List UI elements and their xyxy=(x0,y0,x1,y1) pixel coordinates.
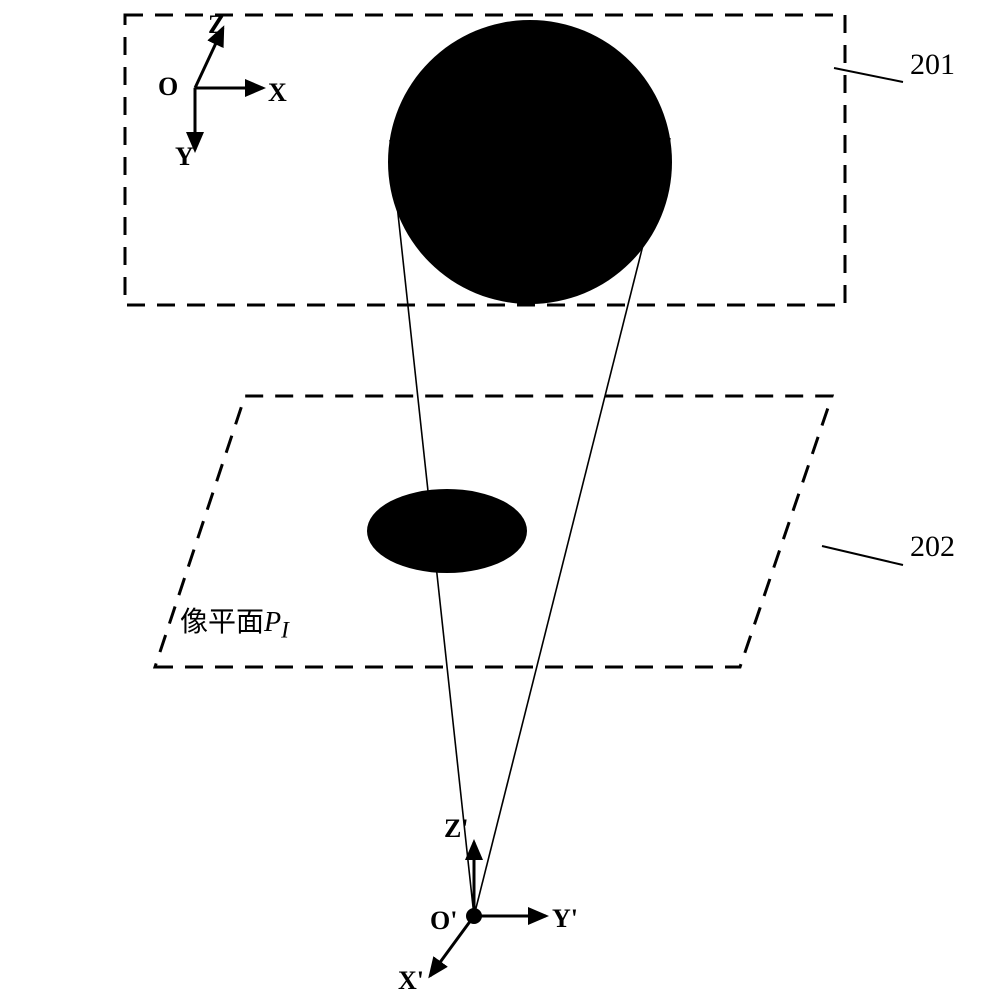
reference-label-202: 202 xyxy=(910,530,955,564)
axis-label-Z-prime: Z' xyxy=(444,814,469,844)
axis-label-Y: Y xyxy=(175,142,194,172)
axis-label-O-prime: O' xyxy=(430,906,457,936)
object-coordinate-axes xyxy=(195,28,263,150)
image-plane-label-subscript: I xyxy=(281,618,289,644)
image-plane-label: 像平面PI xyxy=(180,600,289,645)
object-sphere xyxy=(388,20,672,304)
reference-label-201: 201 xyxy=(910,48,955,82)
image-plane-label-text: 像平面 xyxy=(180,607,264,638)
projected-ellipse xyxy=(367,489,527,573)
axis-label-O: O xyxy=(158,72,178,102)
image-plane-label-symbol: P xyxy=(264,607,281,638)
axis-label-Y-prime: Y' xyxy=(552,904,578,934)
axis-label-Z: Z xyxy=(208,10,225,40)
axis-label-X-prime: X' xyxy=(398,966,424,996)
leader-line-202 xyxy=(822,546,903,565)
projection-diagram xyxy=(0,0,997,1000)
axis-label-X: X xyxy=(268,78,287,108)
